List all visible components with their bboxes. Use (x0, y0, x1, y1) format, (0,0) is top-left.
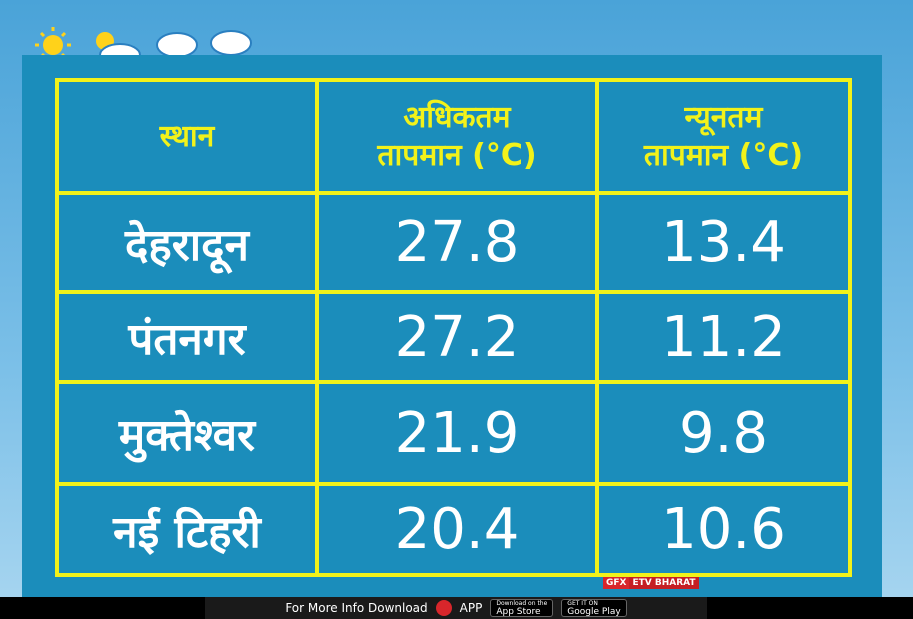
badge-small: GET IT ON (567, 600, 598, 607)
location: नई टिहरी (113, 506, 261, 558)
badge-small: Download on the (496, 600, 548, 607)
value: 27.8 (394, 210, 520, 275)
table-cell: 11.2 (595, 290, 852, 384)
google-play-badge[interactable]: GET IT ON Google Play (561, 599, 627, 617)
badge-text: Google Play (567, 607, 621, 617)
footer-text: For More Info Download (285, 601, 428, 615)
table-cell: स्थान (55, 78, 319, 195)
table-cell: 10.6 (595, 482, 852, 577)
table-cell: 9.8 (595, 380, 852, 486)
etv-logo (435, 600, 452, 616)
value: 20.4 (394, 497, 520, 562)
footer: For More Info Download APP Download on t… (205, 597, 707, 619)
badge-text: App Store (496, 607, 541, 617)
table-cell: 27.8 (315, 191, 599, 294)
table-cell: नई टिहरी (55, 482, 319, 577)
table-cell: 21.9 (315, 380, 599, 486)
header-text: तापमान (°C) (643, 137, 804, 173)
table-cell: न्यूनतम तापमान (°C) (595, 78, 852, 195)
table-cell: मुक्तेश्वर (55, 380, 319, 486)
location: देहरादून (125, 219, 249, 271)
brand: ETV BHARAT (629, 577, 699, 589)
app-store-badge[interactable]: Download on the App Store (490, 599, 554, 617)
panel (22, 55, 882, 597)
table-cell: 13.4 (595, 191, 852, 294)
table-cell: अधिकतम तापमान (°C) (315, 78, 599, 195)
value: 11.2 (661, 304, 786, 370)
value: 27.2 (394, 304, 520, 370)
table-cell: पंतनगर (55, 290, 319, 384)
header-text: तापमान (°C) (377, 137, 537, 173)
gfx: GFX (603, 577, 630, 589)
header-text: अधिकतम (403, 99, 511, 135)
header-text: न्यूनतम (684, 99, 763, 135)
location: पंतनगर (128, 314, 246, 365)
table-cell: 20.4 (315, 482, 599, 577)
credit: GFX ETV BHARAT (603, 577, 699, 589)
app-label: APP (459, 601, 483, 615)
table-cell: 27.2 (315, 290, 599, 384)
header-text: स्थान (159, 118, 215, 154)
table-cell: देहरादून (55, 191, 319, 294)
value: 9.8 (678, 400, 769, 466)
value: 13.4 (661, 210, 786, 275)
value: 21.9 (394, 400, 520, 466)
value: 10.6 (661, 497, 786, 562)
location: मुक्तेश्वर (118, 410, 256, 461)
